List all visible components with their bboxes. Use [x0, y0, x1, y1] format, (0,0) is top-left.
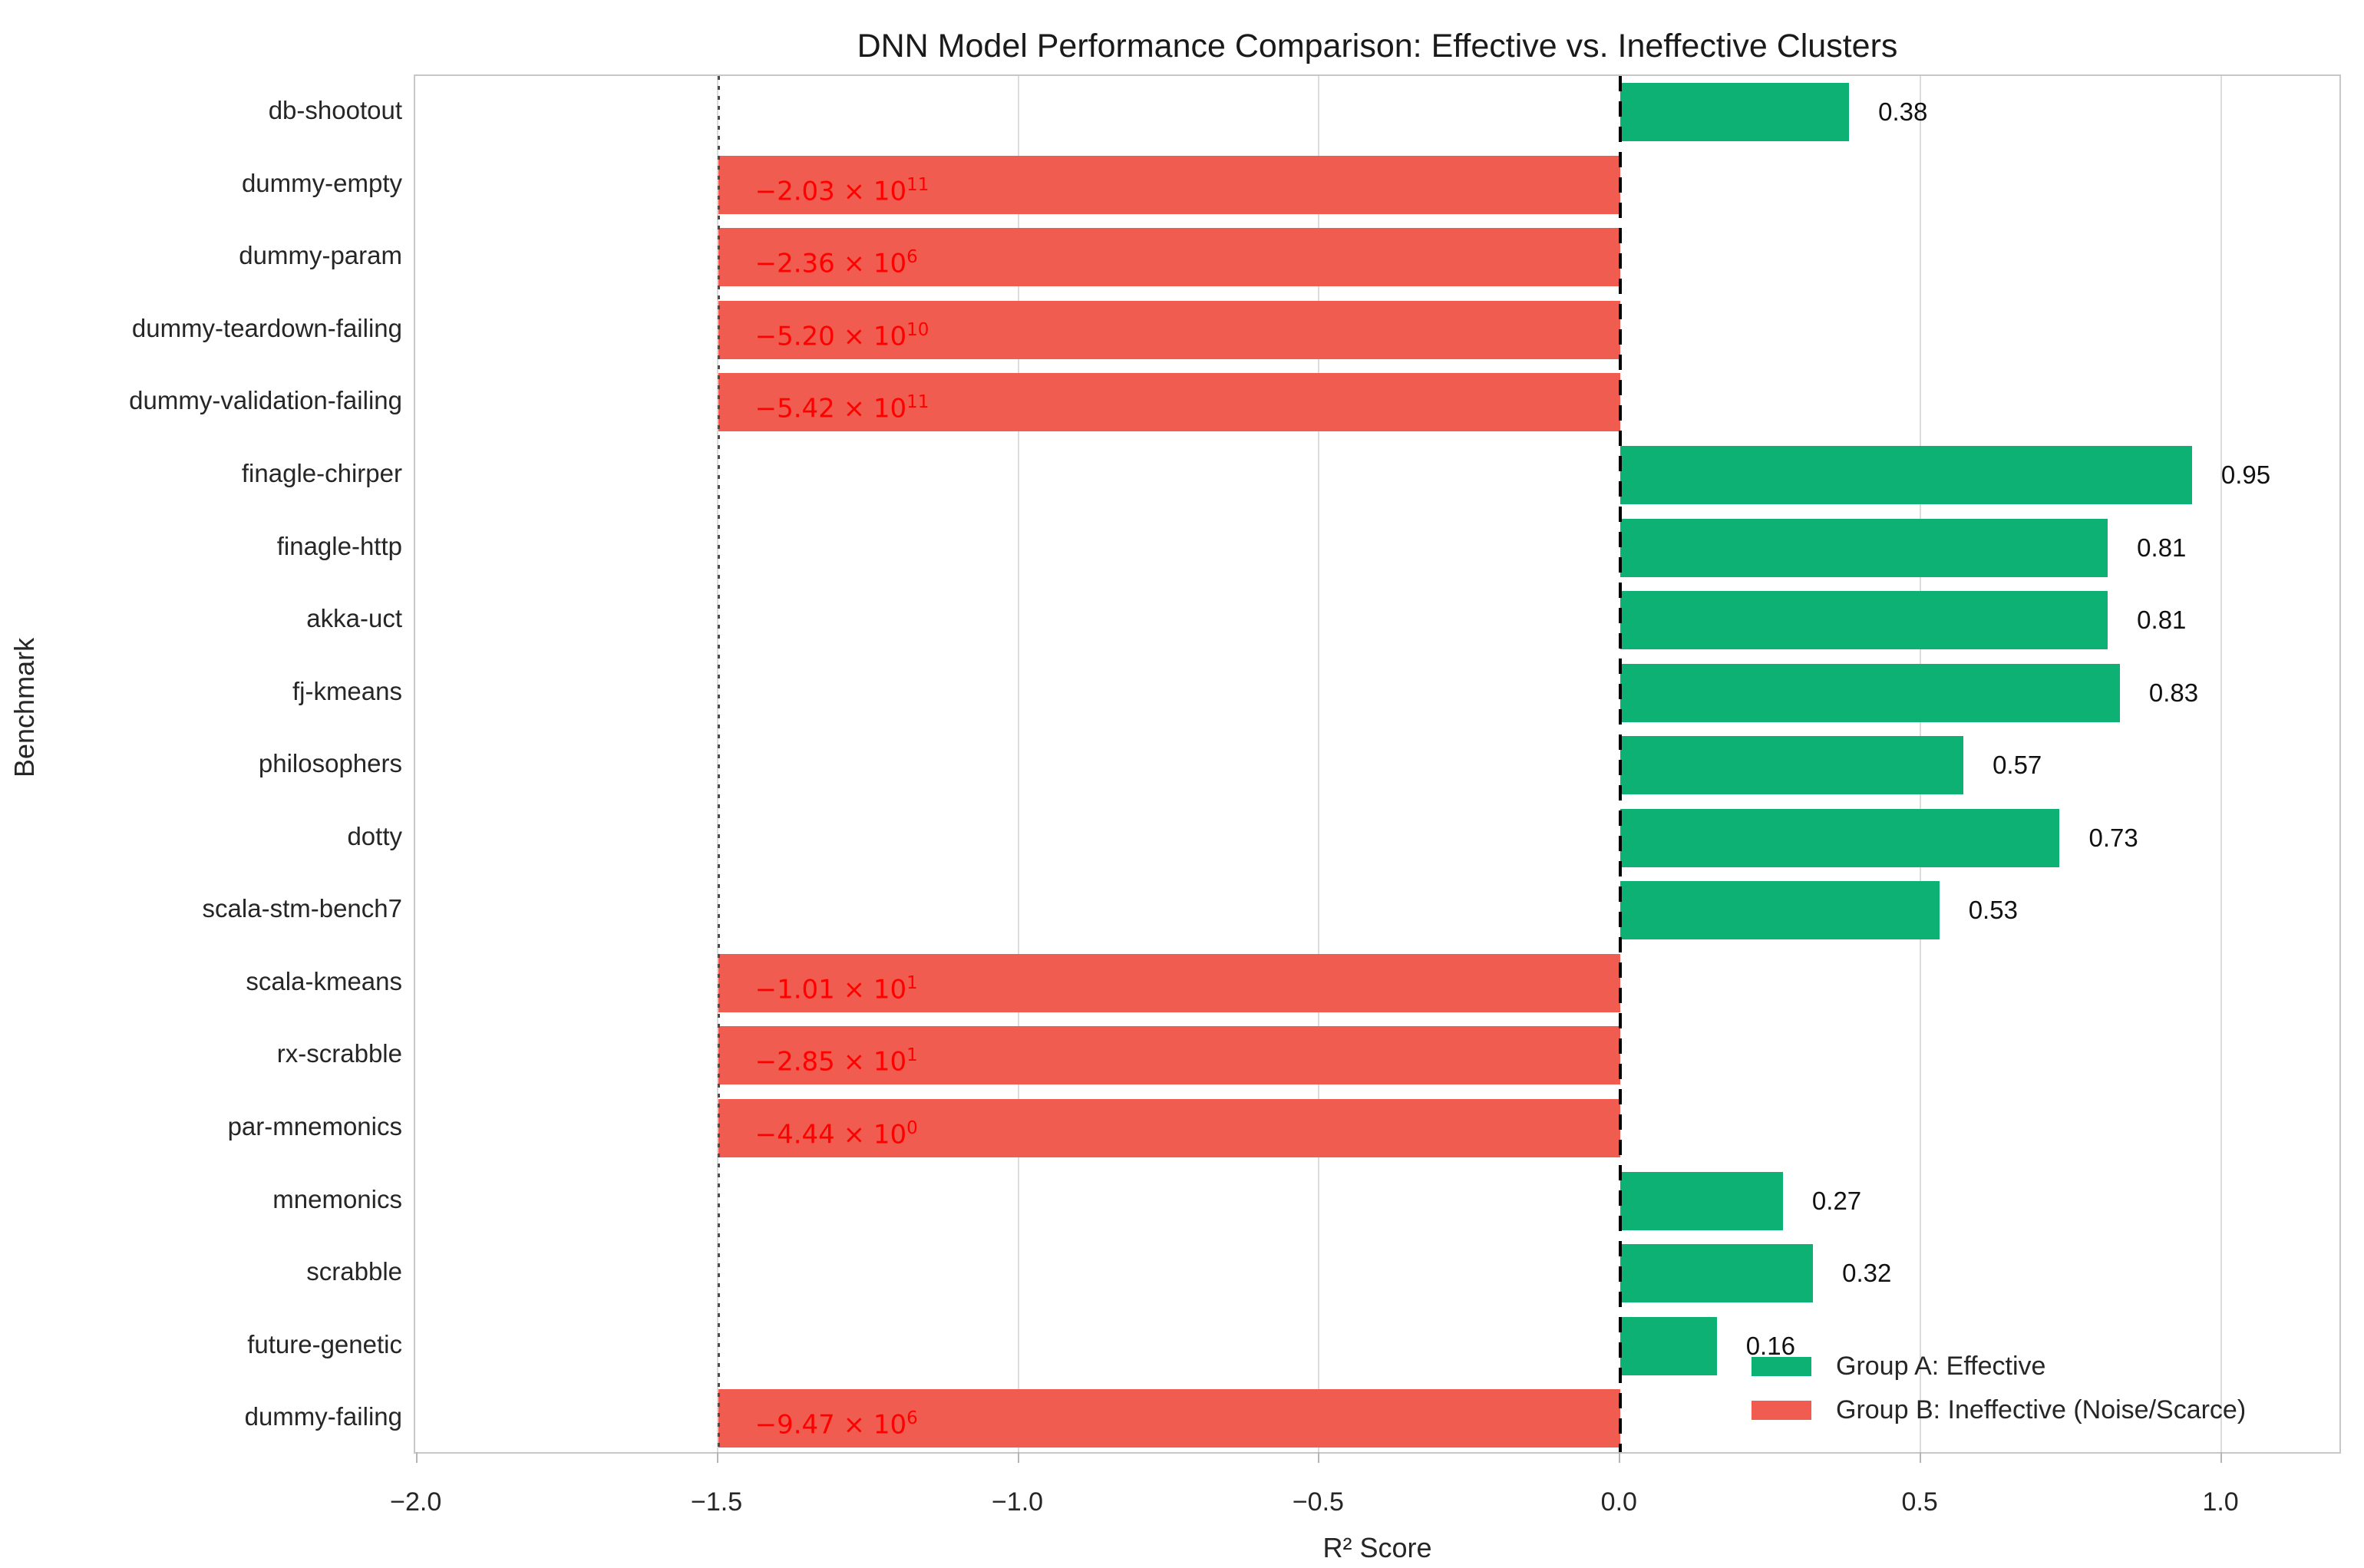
x-tick [1318, 1452, 1320, 1463]
sci-exponent: 0 [906, 1118, 918, 1138]
category-label: dummy-teardown-failing [131, 313, 402, 342]
bar-value-label: 0.16 [1745, 1331, 1795, 1360]
x-tick-label: 0.0 [1600, 1487, 1637, 1517]
bar-value-label: −1.01 × 101 [755, 954, 918, 1012]
bar [1620, 1244, 1814, 1303]
bar-value-label: 0.81 [2137, 606, 2187, 635]
x-tick-label: 0.5 [1901, 1487, 1938, 1517]
category-label: finagle-chirper [241, 459, 402, 488]
x-gridline [2220, 76, 2223, 1452]
bar [1620, 1171, 1783, 1230]
sci-mantissa: −4.44 × 10 [754, 1119, 907, 1150]
chart-title: DNN Model Performance Comparison: Effect… [857, 28, 1898, 64]
sci-exponent: 11 [906, 392, 929, 413]
category-label: philosophers [258, 749, 402, 778]
sci-mantissa: −2.85 × 10 [754, 1046, 907, 1078]
sci-exponent: 1 [906, 972, 918, 993]
category-label: dummy-empty [241, 168, 402, 197]
bar-value-label: 0.38 [1878, 97, 1928, 127]
category-label: rx-scrabble [276, 1039, 402, 1068]
category-label: par-mnemonics [227, 1112, 402, 1141]
bar [1620, 1316, 1717, 1375]
category-label: mnemonics [272, 1184, 402, 1213]
sci-mantissa: −1.01 × 10 [754, 974, 907, 1005]
sci-exponent: 6 [906, 1408, 918, 1429]
bar-value-label: −2.85 × 101 [755, 1026, 918, 1084]
sci-exponent: 11 [906, 174, 929, 195]
bar-value-label: −2.03 × 1011 [755, 156, 929, 214]
sci-mantissa: −5.42 × 10 [754, 393, 907, 424]
category-label: scala-kmeans [246, 966, 402, 995]
sci-exponent: 10 [906, 319, 929, 340]
sci-exponent: 6 [906, 247, 918, 268]
bar [718, 953, 1621, 1012]
category-label: dummy-failing [244, 1402, 402, 1431]
x-tick [415, 1452, 418, 1463]
bar [1620, 591, 2108, 650]
bar [1620, 808, 2060, 867]
category-label: finagle-http [276, 531, 402, 560]
bar-value-label: 0.57 [1993, 751, 2042, 780]
category-label: dotty [347, 821, 402, 850]
sci-mantissa: −5.20 × 10 [754, 321, 907, 352]
bar-value-label: −2.36 × 106 [755, 228, 918, 286]
bar-value-label: 0.73 [2088, 823, 2138, 852]
x-tick [2220, 1452, 2223, 1463]
bar-value-label: 0.27 [1811, 1186, 1862, 1215]
zero-reference-line [1619, 76, 1623, 1452]
bar [1620, 736, 1964, 795]
category-label: db-shootout [268, 96, 402, 125]
bar [1620, 518, 2108, 577]
bar [1620, 83, 1850, 142]
x-tick [716, 1452, 718, 1463]
bar-value-label: 0.53 [1968, 896, 2018, 925]
x-tick [1920, 1452, 1922, 1463]
bar-value-label: 0.32 [1842, 1259, 1892, 1288]
bar-value-label: −5.20 × 1010 [755, 301, 929, 359]
bar [1620, 663, 2120, 722]
category-label: future-genetic [247, 1329, 402, 1358]
bar-value-label: 0.95 [2220, 460, 2271, 490]
sci-mantissa: −2.03 × 10 [754, 176, 907, 207]
bar [718, 1026, 1621, 1085]
bar-value-label: 0.83 [2148, 678, 2199, 707]
x-tick-label: −1.0 [991, 1487, 1044, 1517]
bar-value-label: 0.81 [2137, 533, 2187, 562]
bar [718, 373, 1621, 432]
category-label: scrabble [306, 1257, 402, 1286]
x-gridline [1318, 76, 1320, 1452]
bar [718, 1389, 1621, 1448]
sci-exponent: 1 [906, 1045, 918, 1066]
sci-mantissa: −9.47 × 10 [754, 1409, 907, 1441]
bar [718, 155, 1621, 214]
bar [718, 1099, 1621, 1157]
category-label: scala-stm-bench7 [202, 894, 402, 923]
bar [718, 300, 1621, 359]
category-label: akka-uct [306, 604, 402, 633]
x-tick-label: −1.5 [691, 1487, 743, 1517]
bar [1620, 446, 2192, 505]
bar-value-label: −9.47 × 106 [755, 1389, 918, 1448]
bar-value-label: −4.44 × 100 [755, 1099, 918, 1157]
bar-value-label: −5.42 × 1011 [755, 373, 929, 431]
category-label: dummy-param [239, 241, 402, 270]
plot-area: 0.38 −2.03 × 1011 −2.36 × 106 −5.20 × 1010−… [414, 74, 2341, 1463]
sci-mantissa: −2.36 × 10 [754, 248, 907, 279]
x-gridline [1017, 76, 1019, 1452]
negative-clip-line [717, 76, 720, 1452]
x-tick-label: −0.5 [1292, 1487, 1344, 1517]
x-axis-label: R² Score [1322, 1532, 1432, 1563]
x-tick-label: −2.0 [390, 1487, 442, 1517]
bar [718, 228, 1621, 287]
x-tick [1619, 1452, 1621, 1463]
category-label: fj-kmeans [292, 676, 402, 705]
category-label: dummy-validation-failing [129, 386, 402, 415]
bar [1620, 881, 1940, 940]
x-tick [1017, 1452, 1019, 1463]
x-tick-label: 1.0 [2202, 1487, 2239, 1517]
